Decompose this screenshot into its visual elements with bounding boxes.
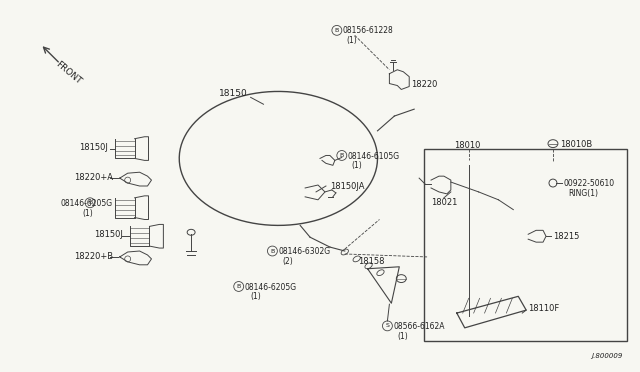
Text: 18110F: 18110F — [528, 304, 559, 313]
Text: 18010: 18010 — [454, 141, 480, 150]
Text: B: B — [88, 200, 92, 205]
Bar — [424, 148, 627, 341]
Text: B: B — [335, 28, 339, 33]
Text: (1): (1) — [347, 36, 358, 45]
Text: 18220: 18220 — [412, 80, 438, 89]
Text: 08146-6205G: 08146-6205G — [60, 199, 113, 208]
Text: 18150: 18150 — [219, 89, 248, 99]
Text: 08156-61228: 08156-61228 — [343, 26, 394, 35]
Text: (1): (1) — [397, 332, 408, 341]
Text: RING(1): RING(1) — [568, 189, 598, 198]
Text: J.800009: J.800009 — [591, 353, 622, 359]
Text: 18010B: 18010B — [560, 140, 592, 149]
Text: 18220+B: 18220+B — [74, 252, 113, 261]
Text: 18150JA: 18150JA — [330, 182, 364, 191]
Text: 00922-50610: 00922-50610 — [564, 179, 615, 188]
Text: 08146-6302G: 08146-6302G — [278, 247, 330, 256]
Text: 08146-6105G: 08146-6105G — [348, 151, 400, 161]
Text: B: B — [237, 284, 241, 289]
Text: 08566-6162A: 08566-6162A — [394, 322, 445, 331]
Text: 18220+A: 18220+A — [74, 173, 113, 182]
Text: 18215: 18215 — [553, 232, 579, 241]
Text: (2): (2) — [282, 257, 293, 266]
Text: B: B — [270, 248, 275, 253]
Text: 18150J: 18150J — [79, 142, 108, 152]
Text: (1): (1) — [352, 161, 362, 170]
Text: 18150J: 18150J — [94, 230, 123, 239]
Text: B: B — [340, 153, 344, 158]
Text: 18021: 18021 — [431, 198, 458, 207]
Text: 18158: 18158 — [358, 257, 384, 266]
Text: S: S — [385, 323, 389, 328]
Text: 08146-6205G: 08146-6205G — [244, 283, 297, 292]
Text: FRONT: FRONT — [54, 60, 83, 86]
Text: (1): (1) — [251, 292, 261, 301]
Text: (1): (1) — [82, 209, 93, 218]
